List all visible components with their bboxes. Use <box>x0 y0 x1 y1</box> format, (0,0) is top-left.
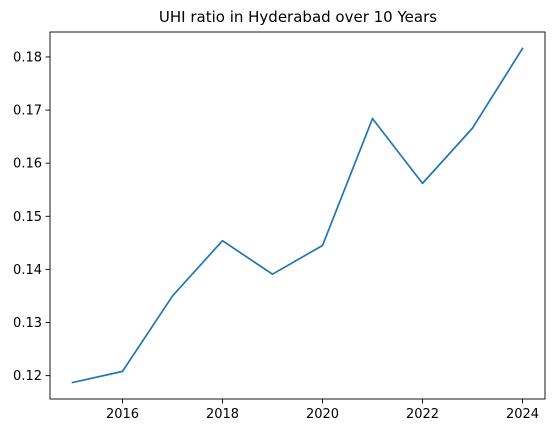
x-tick-label: 2024 <box>506 407 539 422</box>
y-tick-label: 0.12 <box>13 369 42 384</box>
x-tick-label: 2016 <box>106 407 139 422</box>
series-line <box>71 47 524 384</box>
y-tick-label: 0.15 <box>13 210 42 225</box>
y-axis: 0.12 0.13 0.14 0.15 0.16 0.17 0.18 <box>13 50 50 384</box>
y-tick-label: 0.16 <box>13 157 42 172</box>
plot-series <box>71 47 524 384</box>
y-tick-label: 0.13 <box>13 316 42 331</box>
plot-frame <box>49 31 546 400</box>
x-axis: 2016 2018 2020 2022 2024 <box>106 399 539 422</box>
x-tick-label: 2020 <box>306 407 339 422</box>
chart-title: UHI ratio in Hyderabad over 10 Years <box>159 8 437 26</box>
y-tick-label: 0.14 <box>13 263 42 278</box>
x-tick-label: 2022 <box>406 407 439 422</box>
y-tick-label: 0.17 <box>13 104 42 119</box>
y-tick-label: 0.18 <box>13 50 42 65</box>
x-tick-label: 2018 <box>206 407 239 422</box>
